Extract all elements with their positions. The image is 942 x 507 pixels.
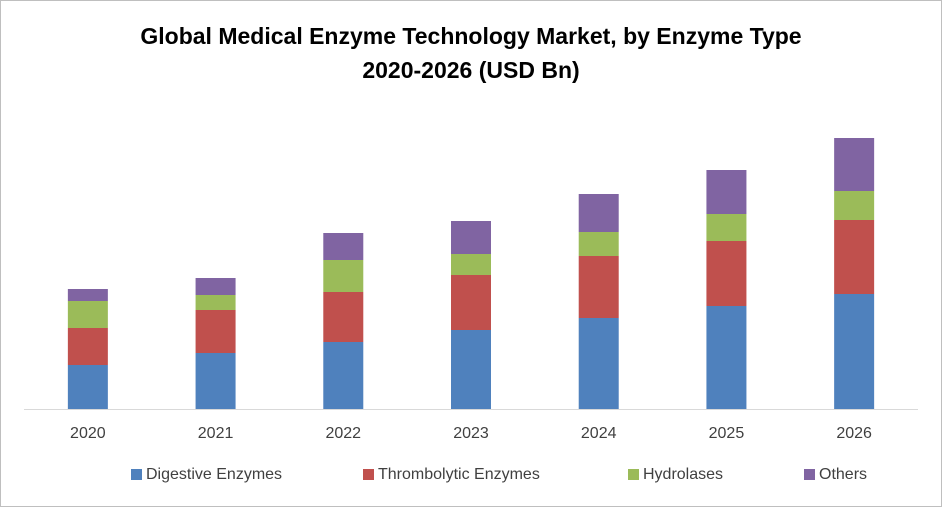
chart-subtitle: 2020-2026 (USD Bn) [362, 57, 579, 83]
bar-segment [451, 330, 491, 409]
bar-segment [706, 241, 747, 306]
bar-segment [834, 294, 875, 409]
x-tick-label: 2025 [709, 425, 745, 442]
legend-label: Digestive Enzymes [146, 466, 282, 483]
legend-swatch [131, 469, 142, 480]
chart-title: Global Medical Enzyme Technology Market,… [140, 23, 801, 49]
x-tick-label: 2021 [198, 425, 234, 442]
bar-segment [451, 221, 491, 254]
x-tick-label: 2024 [581, 425, 617, 442]
bar-segment [67, 365, 108, 409]
bar-segment [451, 254, 491, 275]
bar-segment [578, 194, 619, 232]
bar-segment [706, 170, 747, 214]
legend-label: Hydrolases [643, 466, 723, 483]
bar-segment [195, 310, 236, 353]
bar-segment [323, 292, 364, 342]
legend-label: Others [819, 466, 867, 483]
x-tick-label: 2022 [325, 425, 361, 442]
bar-segment [67, 301, 108, 328]
bar-segment [195, 353, 236, 409]
legend-swatch [363, 469, 374, 480]
bar-segment [195, 278, 236, 295]
x-tick-label: 2020 [70, 425, 106, 442]
bar-segment [323, 233, 364, 260]
bar-segment [323, 260, 364, 292]
bar-segment [323, 342, 364, 409]
bar-segment [451, 275, 491, 330]
bar-segment [706, 306, 747, 409]
legend-label: Thrombolytic Enzymes [378, 466, 540, 483]
bar-segment [834, 138, 875, 191]
legend-swatch [628, 469, 639, 480]
bar-segment [67, 328, 108, 365]
legend-swatch [804, 469, 815, 480]
bar-segment [578, 256, 619, 318]
bar-segment [67, 289, 108, 301]
x-tick-label: 2026 [836, 425, 872, 442]
bar-segment [834, 220, 875, 294]
x-tick-label: 2023 [453, 425, 489, 442]
bar-segment [834, 191, 875, 220]
bar-segment [578, 318, 619, 409]
bar-segment [706, 214, 747, 241]
bar-segment [195, 295, 236, 310]
bar-segment [578, 232, 619, 256]
